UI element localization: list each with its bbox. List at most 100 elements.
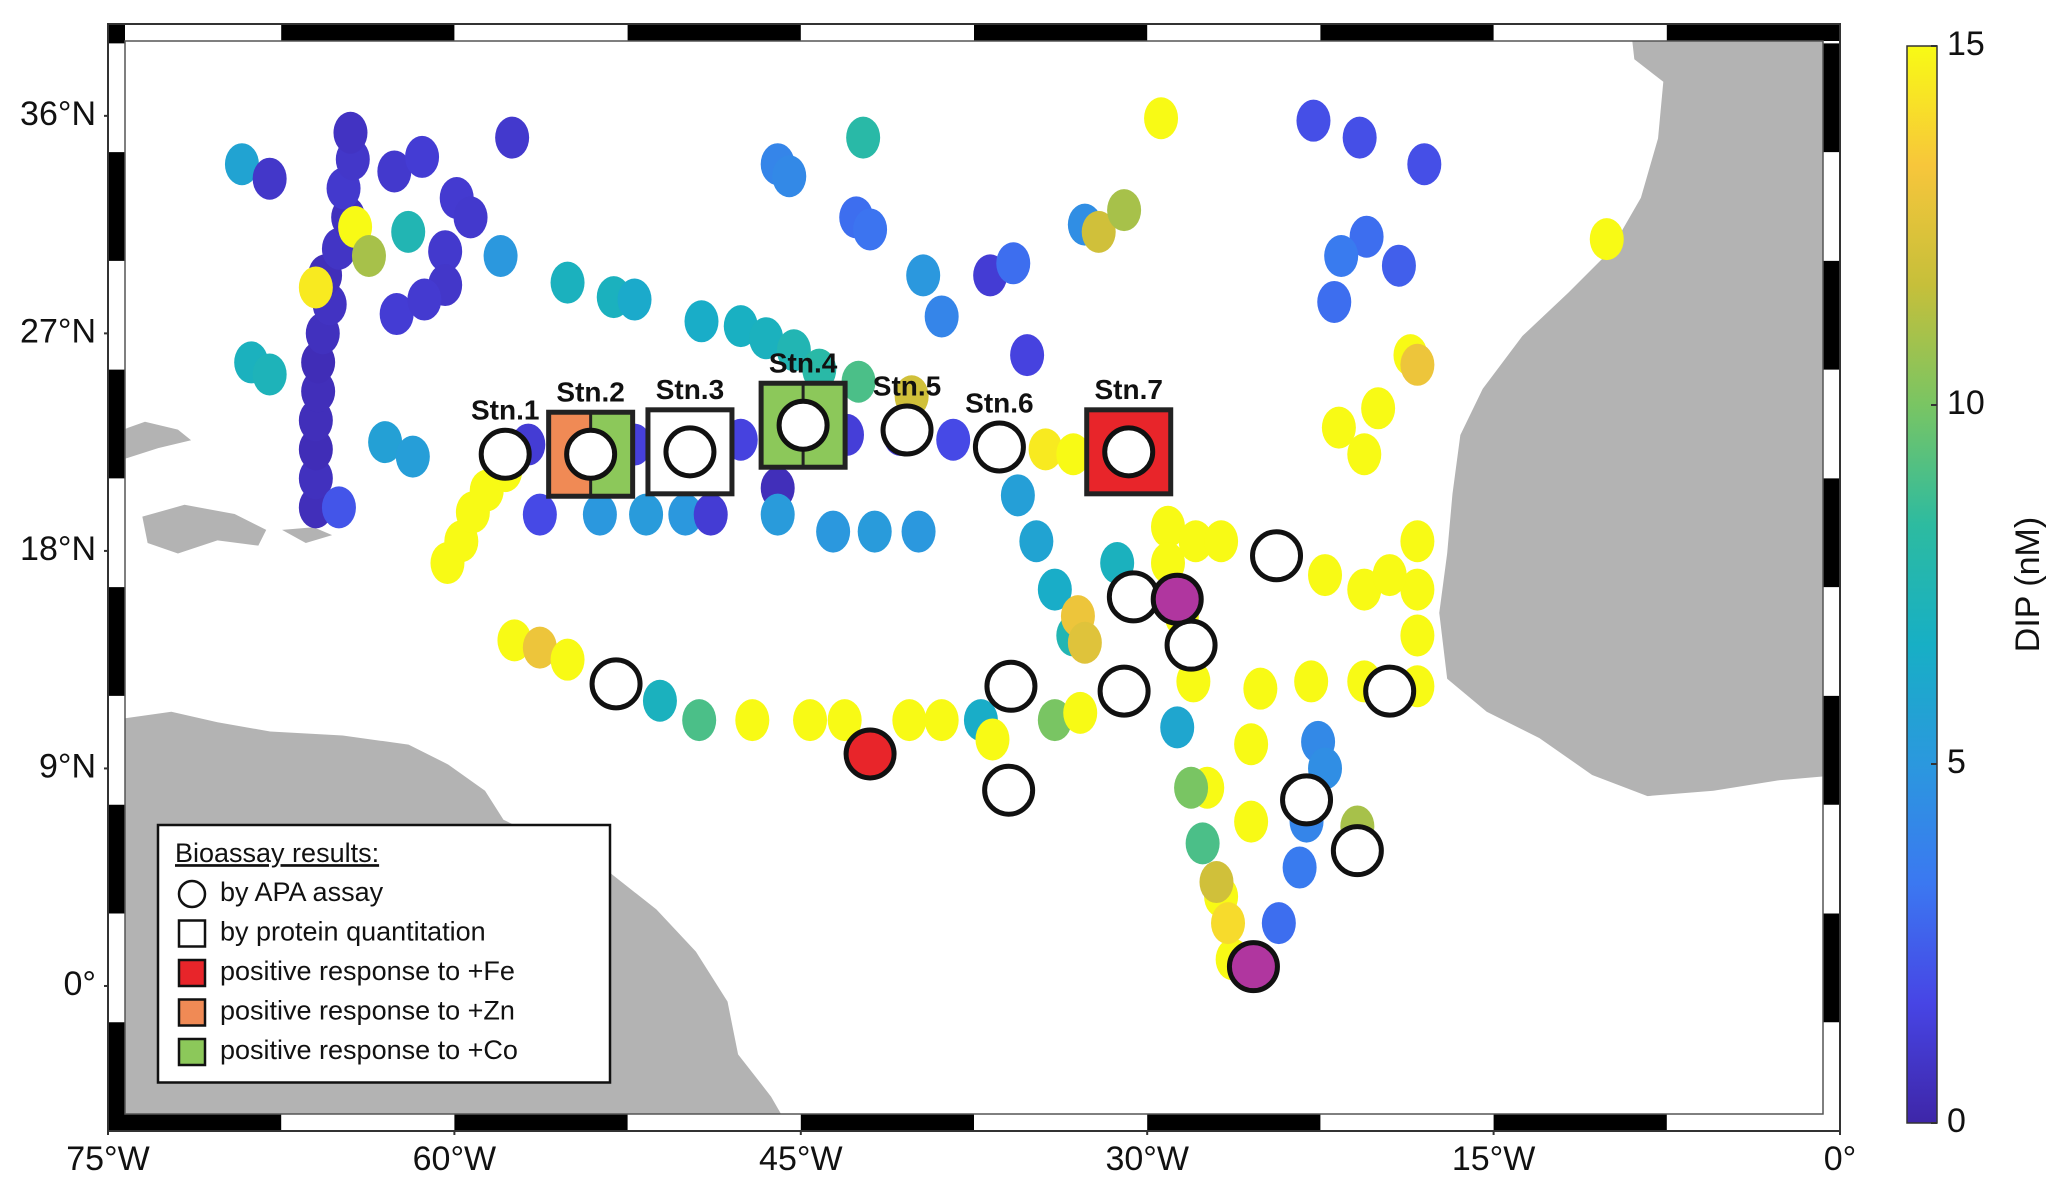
site-square xyxy=(546,409,636,499)
dip-point xyxy=(1150,505,1185,548)
x-tick-label: 30°W xyxy=(1105,1140,1189,1178)
dip-point xyxy=(1347,433,1382,476)
dip-point xyxy=(1067,621,1102,664)
legend-swatch xyxy=(177,879,207,909)
y-tick-label: 18°N xyxy=(20,530,96,568)
dip-point xyxy=(483,235,518,278)
dip-point xyxy=(1037,699,1072,742)
dip-point xyxy=(1028,428,1063,471)
site-circle xyxy=(1330,824,1384,878)
site: Stn.4 xyxy=(758,348,848,470)
x-tick-label: 45°W xyxy=(759,1140,843,1178)
legend-label: positive response to +Zn xyxy=(220,996,515,1026)
dip-point xyxy=(1261,902,1296,945)
x-tick-label: 0° xyxy=(1824,1140,1857,1178)
colorbar-tick-label: 10 xyxy=(1947,384,1985,422)
site: Stn.7 xyxy=(1084,374,1174,497)
dip-point xyxy=(853,208,888,251)
site-circle xyxy=(982,763,1036,817)
map-frame xyxy=(107,23,1841,1132)
site: Stn.1 xyxy=(471,395,539,481)
dip-point xyxy=(1372,554,1407,597)
colorbar-tick-label: 0 xyxy=(1947,1102,1966,1140)
dip-point xyxy=(1185,822,1220,865)
dip-point xyxy=(1381,244,1416,287)
dip-point xyxy=(252,353,287,396)
dip-point xyxy=(1308,554,1343,597)
dip-point xyxy=(776,329,811,372)
station-label: Stn.7 xyxy=(1094,374,1162,405)
dip-point xyxy=(1400,568,1435,611)
dip-point xyxy=(1407,143,1442,186)
site-circle xyxy=(1226,940,1280,994)
dip-point xyxy=(1296,99,1331,142)
legend-swatch xyxy=(177,1037,207,1067)
dip-point xyxy=(1400,343,1435,386)
bioassay-sites: Stn.1 Stn.2 Stn.3 Stn.4 Stn.5 Stn.6 Stn.7 xyxy=(471,348,1417,994)
dip-point xyxy=(772,155,807,198)
dip-point xyxy=(1400,520,1435,563)
dip-point xyxy=(1160,706,1195,749)
dip-point xyxy=(407,278,442,321)
dip-point xyxy=(936,418,971,461)
dip-point xyxy=(1019,520,1054,563)
colorbar: 0 5 10 15 DIP (nM) xyxy=(1906,25,2047,1140)
colorbar-tick-label: 5 xyxy=(1947,743,1966,781)
dip-point xyxy=(760,493,795,536)
dip-point xyxy=(1211,902,1246,945)
site xyxy=(1363,664,1417,718)
dip-point xyxy=(901,510,936,553)
dip-point xyxy=(1056,433,1091,476)
frame-inner xyxy=(124,40,1824,1115)
site-circle xyxy=(1250,529,1304,583)
site-square xyxy=(1084,407,1174,497)
puerto-rico xyxy=(282,527,333,544)
dip-point xyxy=(749,317,784,360)
dip-point xyxy=(1317,280,1352,323)
site-circle xyxy=(1097,664,1151,718)
site-circle xyxy=(1150,572,1204,626)
site xyxy=(1226,940,1280,994)
dip-point xyxy=(582,493,617,536)
dip-point xyxy=(802,348,837,391)
dip-point xyxy=(497,619,532,662)
dip-point xyxy=(550,638,585,681)
dip-point xyxy=(1144,97,1179,140)
dip-point xyxy=(629,493,664,536)
dip-point xyxy=(550,261,585,304)
legend: Bioassay results: by APA assay by protein … xyxy=(156,823,612,1084)
station-label: Stn.6 xyxy=(965,387,1033,418)
site-circle xyxy=(1164,618,1218,672)
dip-point xyxy=(735,699,770,742)
frame-outer xyxy=(107,23,1841,1132)
site: Stn.5 xyxy=(873,370,941,457)
dip-point xyxy=(301,370,336,413)
legend-label: by APA assay xyxy=(220,877,384,907)
site-circle xyxy=(478,427,532,481)
dip-point xyxy=(846,116,881,159)
dip-point xyxy=(298,266,333,309)
cuba xyxy=(108,421,192,462)
dip-point xyxy=(816,510,851,553)
dip-point xyxy=(975,718,1010,761)
site xyxy=(1150,572,1204,626)
dip-point xyxy=(395,435,430,478)
dip-point xyxy=(453,196,488,239)
dip-point xyxy=(1081,210,1116,253)
site xyxy=(1280,773,1334,827)
dip-point xyxy=(1243,667,1278,710)
dip-point xyxy=(379,293,414,336)
dip-point xyxy=(1010,334,1045,377)
dip-point xyxy=(391,210,426,253)
dip-point xyxy=(1347,568,1382,611)
site-square xyxy=(758,380,848,470)
legend-swatch xyxy=(177,919,207,948)
site: Stn.2 xyxy=(546,377,636,499)
dip-point xyxy=(906,254,941,297)
dip-point xyxy=(1321,406,1356,449)
legend-label: positive response to +Co xyxy=(220,1035,518,1065)
y-tick-label: 36°N xyxy=(20,95,96,133)
dip-point xyxy=(1282,846,1317,889)
